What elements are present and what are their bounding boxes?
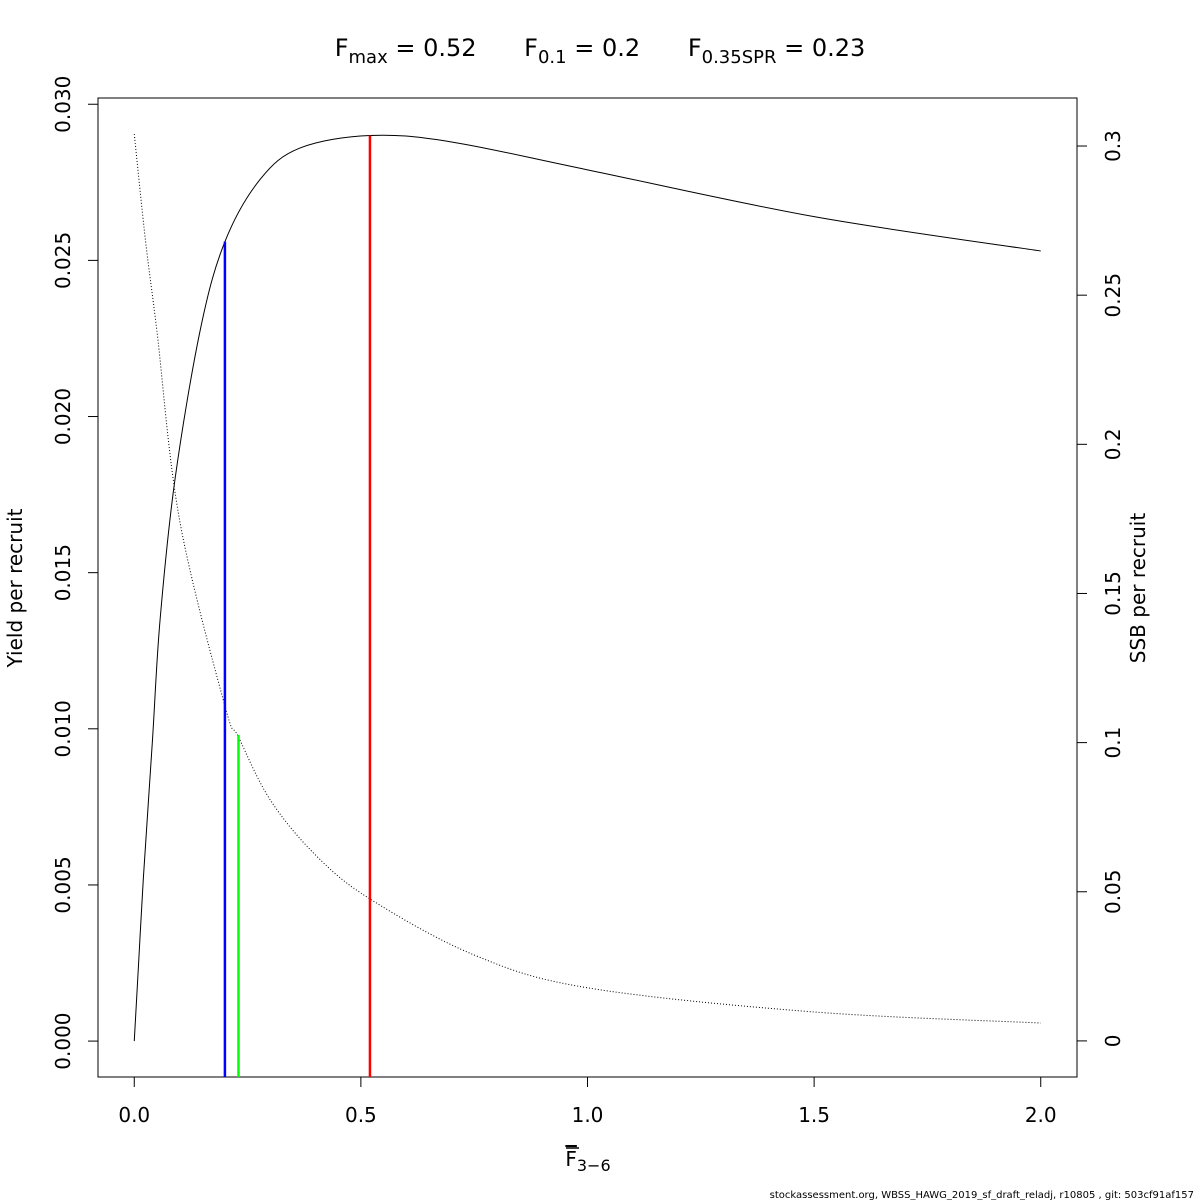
y-axis-label: Yield per recruit bbox=[3, 508, 27, 668]
y2-tick-label: 0.25 bbox=[1101, 273, 1125, 318]
chart-title: Fmax = 0.52 F0.1 = 0.2 F0.35SPR = 0.23 bbox=[335, 34, 866, 68]
series-line bbox=[133, 134, 1041, 1024]
y-tick-label: 0.015 bbox=[51, 544, 75, 601]
x-tick-label: 2.0 bbox=[1025, 1103, 1057, 1127]
title-gap bbox=[680, 34, 688, 62]
y2-tick-label: 0.1 bbox=[1101, 727, 1125, 759]
y-tick-label: 0.010 bbox=[51, 700, 75, 757]
y2-tick-label: 0.2 bbox=[1101, 428, 1125, 460]
y-tick-label: 0.005 bbox=[51, 856, 75, 913]
y2-axis-label: SSB per recruit bbox=[1126, 513, 1150, 664]
title-sub: max bbox=[349, 47, 389, 68]
footer: stockassessment.org, WBSS_HAWG_2019_sf_d… bbox=[770, 1190, 1194, 1200]
title-base: F bbox=[524, 34, 538, 62]
series-line bbox=[133, 134, 1041, 1042]
y-tick-label: 0.030 bbox=[51, 76, 75, 133]
y-tick-label: 0.025 bbox=[51, 232, 75, 289]
y2-tick-label: 0.05 bbox=[1101, 869, 1125, 914]
title-sub: 0.1 bbox=[538, 47, 567, 68]
x-tick-label: 1.0 bbox=[572, 1103, 604, 1127]
title-base: F bbox=[688, 34, 702, 62]
title-rest: = 0.23 bbox=[777, 34, 866, 62]
x-label-base: F bbox=[565, 1147, 577, 1171]
y2-tick-label: 0 bbox=[1101, 1035, 1125, 1048]
title-gap bbox=[517, 34, 525, 62]
title-sub: 0.35SPR bbox=[702, 47, 777, 68]
x-tick-label: 0.0 bbox=[118, 1103, 150, 1127]
title-rest: = 0.2 bbox=[567, 34, 641, 62]
x-tick-label: 0.5 bbox=[345, 1103, 377, 1127]
x-label-sub: 3−6 bbox=[577, 1156, 611, 1175]
y-tick-label: 0.020 bbox=[51, 388, 75, 445]
y2-tick-label: 0.3 bbox=[1101, 130, 1125, 162]
x-tick-label: 1.5 bbox=[798, 1103, 830, 1127]
title-base: F bbox=[335, 34, 349, 62]
x-axis-label: F3−6 bbox=[565, 1147, 610, 1175]
y-tick-label: 0.000 bbox=[51, 1012, 75, 1069]
plot-frame bbox=[97, 97, 1078, 1078]
title-rest: = 0.52 bbox=[388, 34, 477, 62]
y2-tick-label: 0.15 bbox=[1101, 571, 1125, 616]
